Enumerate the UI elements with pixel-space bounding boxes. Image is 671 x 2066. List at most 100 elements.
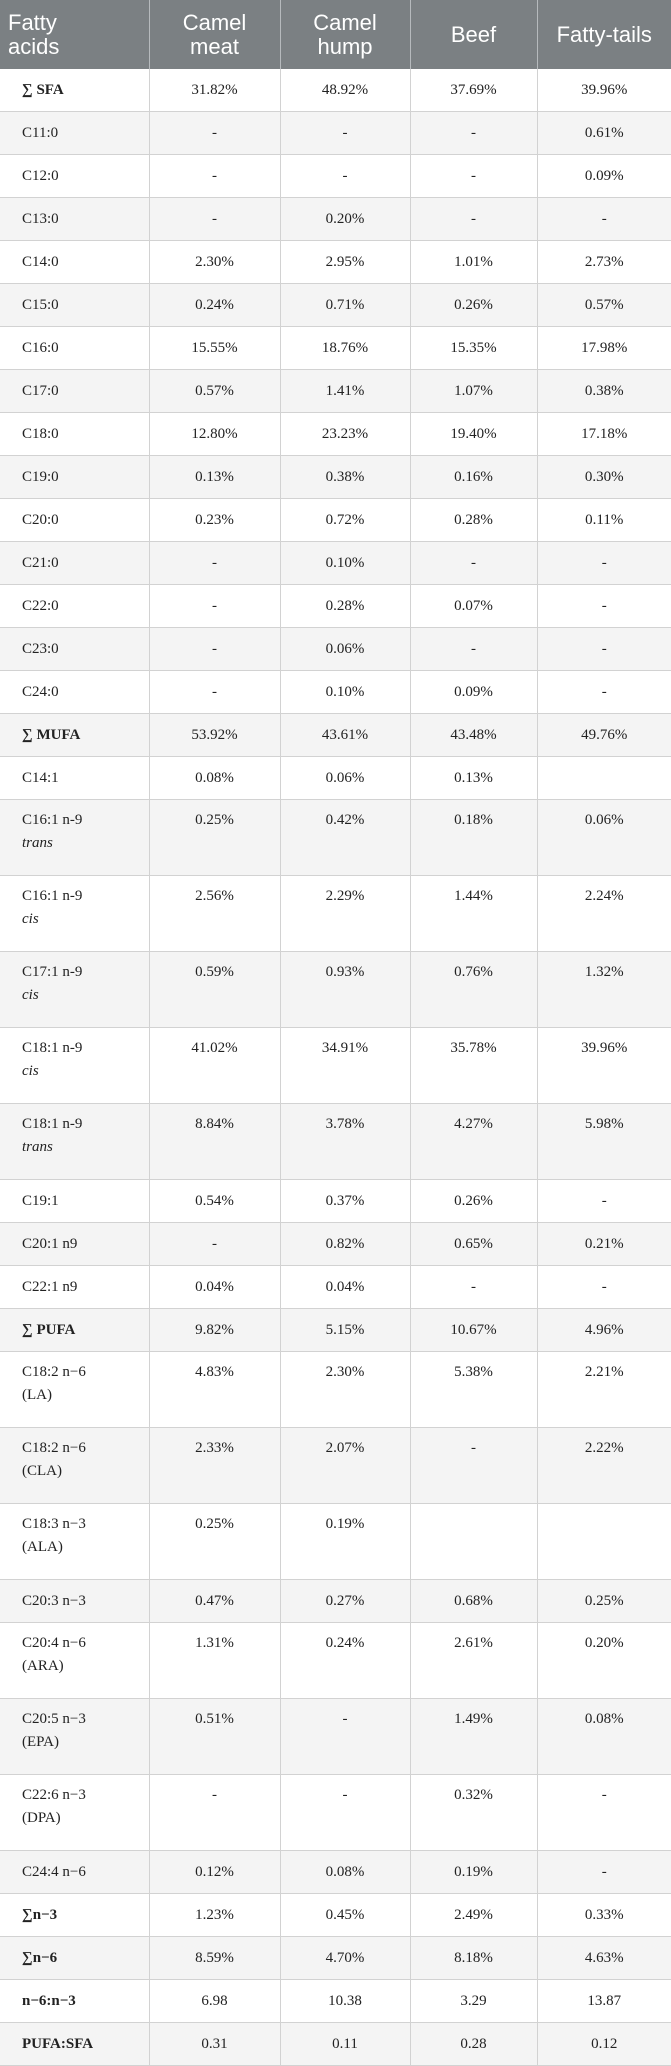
row-label-isomer: cis bbox=[22, 1063, 39, 1079]
row-label-isomer: cis bbox=[22, 911, 39, 927]
table-cell: 0.38% bbox=[280, 455, 411, 499]
row-label-text: C16:0 bbox=[22, 339, 59, 356]
table-cell: - bbox=[280, 111, 411, 155]
row-label: C11:0 bbox=[0, 111, 150, 155]
table-cell: 0.11 bbox=[280, 2022, 411, 2066]
table-cell: 0.13% bbox=[410, 756, 538, 800]
table-row: C20:1 n9 -0.82% 0.65% 0.21% bbox=[0, 1222, 671, 1266]
table-row: C13:0-0.20% - - bbox=[0, 197, 671, 241]
column-header-line: Camel bbox=[313, 9, 377, 35]
table-cell: 39.96% bbox=[537, 1027, 671, 1104]
table-row: C11:0- - -0.61% bbox=[0, 111, 671, 155]
row-label: C20:3 n−3 bbox=[0, 1579, 150, 1623]
table-cell: 0.25% bbox=[537, 1579, 671, 1623]
table-cell: 0.45% bbox=[280, 1893, 411, 1937]
column-header-line: hump bbox=[317, 33, 373, 59]
table-cell: - bbox=[537, 1850, 671, 1894]
table-row: C20:5 n−3 (EPA) 0.51% -1.49% 0.08% bbox=[0, 1698, 671, 1775]
table-cell: - bbox=[410, 1427, 538, 1504]
table-cell: 2.07% bbox=[280, 1427, 411, 1504]
table-cell: 37.69% bbox=[410, 69, 538, 112]
row-label-text: C20:4 n−6 bbox=[22, 1635, 86, 1651]
table-cell: - bbox=[280, 1698, 411, 1775]
row-label-text: C20:0 bbox=[22, 511, 59, 528]
row-label-abbreviation: (EPA) bbox=[22, 1734, 59, 1750]
table-cell: 13.87 bbox=[537, 1979, 671, 2023]
row-label-text: C18:2 n−6 bbox=[22, 1440, 86, 1456]
table-cell: 0.13% bbox=[149, 455, 281, 499]
column-header-line: Fatty bbox=[8, 9, 57, 35]
row-label-text: C22:0 bbox=[22, 597, 59, 614]
table-cell: 4.83% bbox=[149, 1351, 281, 1428]
row-label: C16:1 n-9 trans bbox=[0, 799, 150, 876]
table-cell: 0.25% bbox=[149, 799, 281, 876]
row-label: C22:0 bbox=[0, 584, 150, 628]
row-label-text: PUFA:SFA bbox=[22, 2035, 94, 2052]
table-cell: 0.38% bbox=[537, 369, 671, 413]
table-cell: 0.37% bbox=[280, 1179, 411, 1223]
table-cell: - bbox=[537, 670, 671, 714]
table-cell: 0.28 bbox=[410, 2022, 538, 2066]
table-cell: 0.06% bbox=[537, 799, 671, 876]
row-label-text: C18:0 bbox=[22, 425, 59, 442]
table-cell: - bbox=[410, 541, 538, 585]
row-label-text: C20:3 n−3 bbox=[22, 1592, 86, 1609]
row-label: ∑n−3 bbox=[0, 1893, 150, 1937]
column-header-line: Fatty-tails bbox=[556, 21, 652, 47]
row-label: C18:1 n-9 trans bbox=[0, 1103, 150, 1180]
table-cell: 2.21% bbox=[537, 1351, 671, 1428]
column-header-line: meat bbox=[190, 33, 239, 59]
table-cell: 0.08% bbox=[149, 756, 281, 800]
row-label: ∑ PUFA bbox=[0, 1308, 150, 1352]
row-label-text: C19:0 bbox=[22, 468, 59, 485]
table-cell: 0.26% bbox=[410, 1179, 538, 1223]
table-cell: - bbox=[410, 197, 538, 241]
table-cell: 2.73% bbox=[537, 240, 671, 284]
table-cell: 0.33% bbox=[537, 1893, 671, 1937]
table-cell: 4.63% bbox=[537, 1936, 671, 1980]
row-label: C16:0 bbox=[0, 326, 150, 370]
table-cell: 0.09% bbox=[537, 154, 671, 198]
table-cell: 5.15% bbox=[280, 1308, 411, 1352]
row-label: C23:0 bbox=[0, 627, 150, 671]
table-cell: 0.65% bbox=[410, 1222, 538, 1266]
table-row: C20:3 n−3 0.47% 0.27% 0.68% 0.25% bbox=[0, 1579, 671, 1623]
column-header: Fatty acids bbox=[0, 0, 150, 69]
table-cell: 0.06% bbox=[280, 627, 411, 671]
row-label: C24:0 bbox=[0, 670, 150, 714]
table-cell: 0.42% bbox=[280, 799, 411, 876]
table-cell: - bbox=[149, 627, 281, 671]
table-cell: 41.02% bbox=[149, 1027, 281, 1104]
row-label: C24:4 n−6 bbox=[0, 1850, 150, 1894]
row-label: C12:0 bbox=[0, 154, 150, 198]
table-row: C22:1 n9 0.04% 0.04% - - bbox=[0, 1265, 671, 1309]
row-label-text: C20:5 n−3 bbox=[22, 1711, 86, 1727]
table-cell: 0.57% bbox=[537, 283, 671, 327]
row-label-text: C12:0 bbox=[22, 167, 59, 184]
table-cell: 0.54% bbox=[149, 1179, 281, 1223]
table-cell: 0.10% bbox=[280, 541, 411, 585]
table-cell: 1.07% bbox=[410, 369, 538, 413]
table-cell: 0.59% bbox=[149, 951, 281, 1028]
row-label-text: C16:1 n-9 bbox=[22, 888, 83, 904]
table-cell: 8.84% bbox=[149, 1103, 281, 1180]
table-cell: 6.98 bbox=[149, 1979, 281, 2023]
row-label-text: C18:1 n-9 bbox=[22, 1040, 83, 1056]
table-cell: - bbox=[537, 1265, 671, 1309]
table-cell: 0.07% bbox=[410, 584, 538, 628]
table-cell bbox=[537, 1503, 671, 1580]
table-cell: 53.92% bbox=[149, 713, 281, 757]
table-cell bbox=[537, 756, 671, 800]
table-cell: 0.20% bbox=[537, 1622, 671, 1699]
table-row: C19:1 0.54% 0.37% 0.26% - bbox=[0, 1179, 671, 1223]
table-cell: 0.08% bbox=[280, 1850, 411, 1894]
row-label-isomer: trans bbox=[22, 1139, 53, 1155]
table-row: PUFA:SFA 0.31 0.11 0.28 0.12 bbox=[0, 2022, 671, 2066]
table-cell: 2.29% bbox=[280, 875, 411, 952]
table-cell: 23.23% bbox=[280, 412, 411, 456]
table-cell: 39.96% bbox=[537, 69, 671, 112]
table-cell: 8.18% bbox=[410, 1936, 538, 1980]
table-cell: 1.32% bbox=[537, 951, 671, 1028]
table-cell: 4.27% bbox=[410, 1103, 538, 1180]
